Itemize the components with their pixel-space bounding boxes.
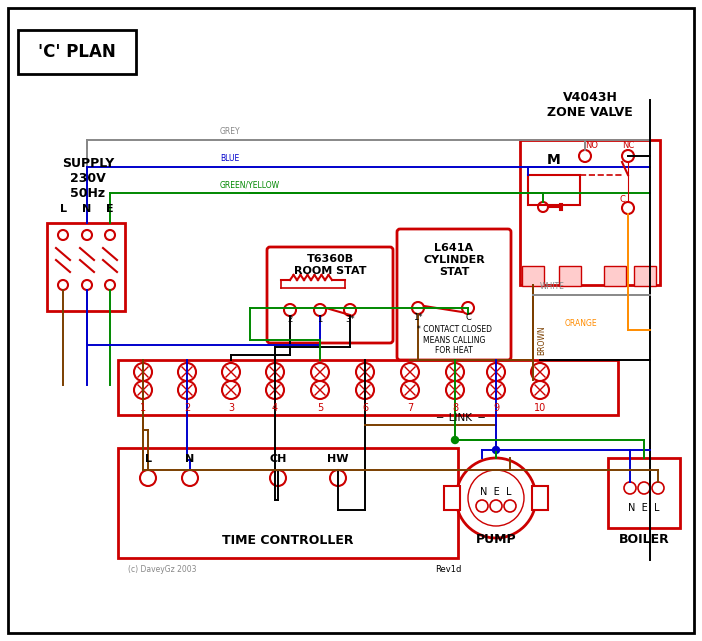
- FancyBboxPatch shape: [47, 223, 125, 311]
- Text: WHITE: WHITE: [540, 282, 565, 291]
- Text: M: M: [547, 153, 561, 167]
- Text: N: N: [185, 454, 194, 464]
- Text: Rev1d: Rev1d: [435, 565, 461, 574]
- Text: 4: 4: [272, 403, 278, 413]
- Circle shape: [451, 437, 458, 444]
- Text: E: E: [106, 204, 114, 214]
- Text: 3: 3: [228, 403, 234, 413]
- Text: 5: 5: [317, 403, 323, 413]
- Text: BROWN: BROWN: [537, 325, 546, 355]
- Text: CH: CH: [270, 454, 286, 464]
- FancyBboxPatch shape: [267, 247, 393, 343]
- Text: SUPPLY
230V
50Hz: SUPPLY 230V 50Hz: [62, 156, 114, 199]
- Text: 2: 2: [184, 403, 190, 413]
- Text: 'C' PLAN: 'C' PLAN: [38, 43, 116, 61]
- Text: C: C: [620, 195, 626, 204]
- Text: N  E  L: N E L: [628, 503, 660, 513]
- FancyBboxPatch shape: [118, 360, 618, 415]
- Text: GREY: GREY: [220, 127, 241, 136]
- FancyBboxPatch shape: [522, 266, 544, 286]
- FancyBboxPatch shape: [397, 229, 511, 360]
- FancyBboxPatch shape: [520, 140, 660, 285]
- Text: * CONTACT CLOSED
MEANS CALLING
FOR HEAT: * CONTACT CLOSED MEANS CALLING FOR HEAT: [416, 325, 491, 355]
- Text: TIME CONTROLLER: TIME CONTROLLER: [223, 533, 354, 547]
- Circle shape: [493, 447, 500, 453]
- Text: 1*: 1*: [413, 313, 423, 322]
- Text: C: C: [465, 313, 471, 322]
- Text: GREEN/YELLOW: GREEN/YELLOW: [220, 180, 280, 189]
- Text: PUMP: PUMP: [476, 533, 516, 546]
- Text: 7: 7: [407, 403, 413, 413]
- Text: 3*: 3*: [345, 315, 355, 324]
- Text: ORANGE: ORANGE: [565, 319, 597, 328]
- Text: 8: 8: [452, 403, 458, 413]
- Text: HW: HW: [327, 454, 349, 464]
- FancyBboxPatch shape: [8, 8, 694, 633]
- Text: L: L: [145, 454, 152, 464]
- Text: BOILER: BOILER: [618, 533, 670, 546]
- Text: 9: 9: [493, 403, 499, 413]
- Text: 6: 6: [362, 403, 368, 413]
- Text: 1: 1: [317, 315, 323, 324]
- Text: NC: NC: [622, 141, 634, 150]
- Text: L: L: [60, 204, 67, 214]
- Text: 2: 2: [287, 315, 293, 324]
- Text: (c) DaveyGz 2003: (c) DaveyGz 2003: [128, 565, 197, 574]
- Text: BLUE: BLUE: [220, 154, 239, 163]
- Text: N  E  L: N E L: [480, 487, 512, 497]
- FancyBboxPatch shape: [444, 486, 460, 510]
- Text: L641A
CYLINDER
STAT: L641A CYLINDER STAT: [423, 244, 485, 277]
- Text: NO: NO: [585, 141, 598, 150]
- FancyBboxPatch shape: [528, 175, 580, 205]
- FancyBboxPatch shape: [608, 458, 680, 528]
- FancyBboxPatch shape: [18, 30, 136, 74]
- Text: ─  LINK  ─: ─ LINK ─: [436, 413, 484, 423]
- FancyBboxPatch shape: [559, 266, 581, 286]
- Text: T6360B
ROOM STAT: T6360B ROOM STAT: [293, 254, 366, 276]
- Text: V4043H
ZONE VALVE: V4043H ZONE VALVE: [547, 91, 633, 119]
- FancyBboxPatch shape: [118, 448, 458, 558]
- FancyBboxPatch shape: [604, 266, 626, 286]
- Text: 1: 1: [140, 403, 146, 413]
- FancyBboxPatch shape: [532, 486, 548, 510]
- Text: 10: 10: [534, 403, 546, 413]
- Text: N: N: [82, 204, 92, 214]
- FancyBboxPatch shape: [634, 266, 656, 286]
